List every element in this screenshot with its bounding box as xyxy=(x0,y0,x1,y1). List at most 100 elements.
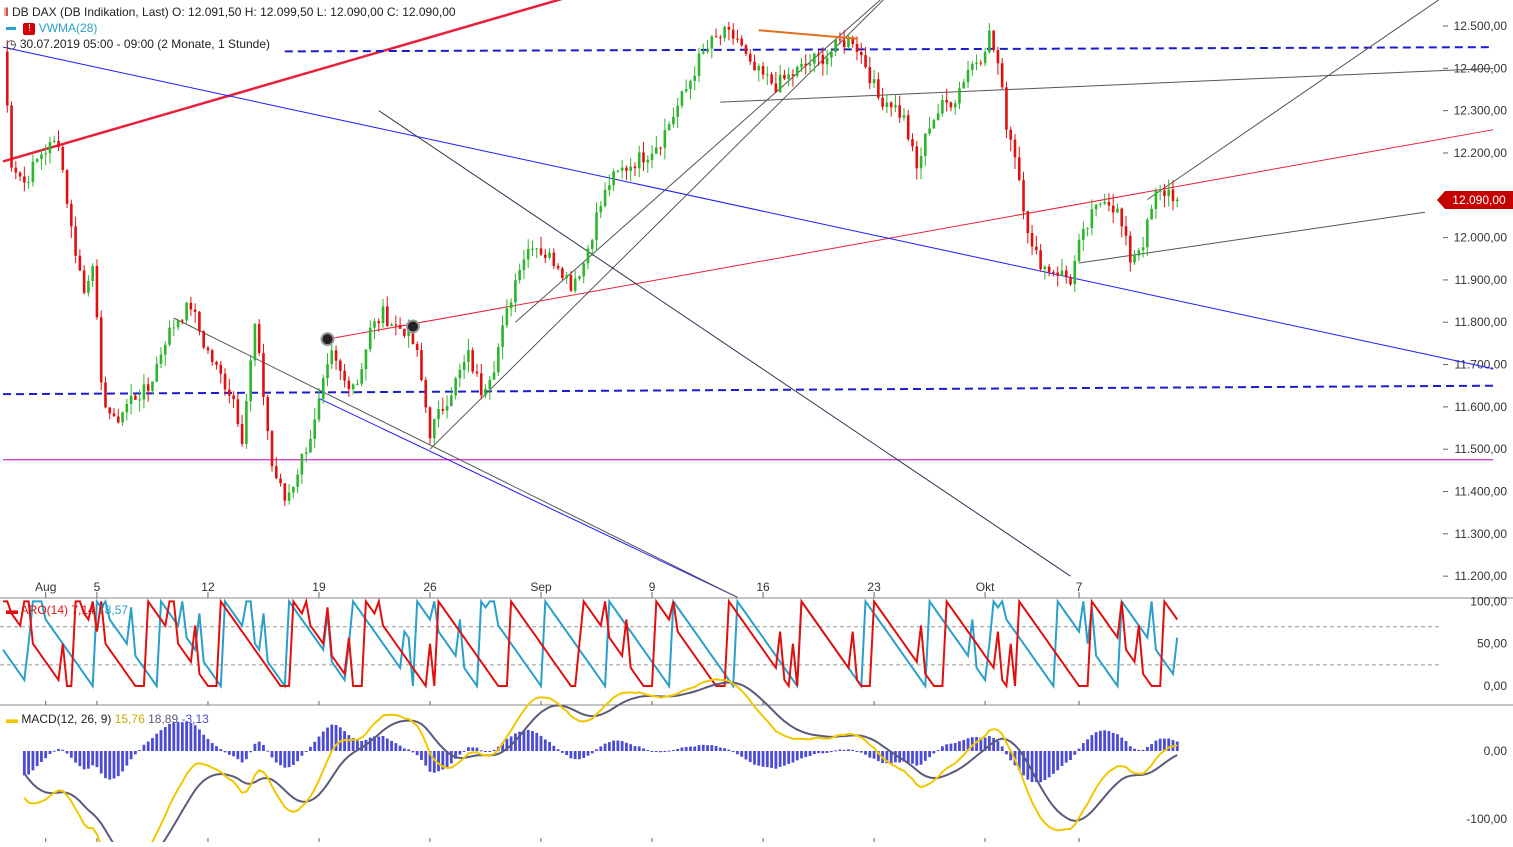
candle-body xyxy=(398,325,402,329)
macd-histogram-bar xyxy=(381,735,385,751)
candle-body xyxy=(556,266,560,269)
macd-histogram-bar xyxy=(612,740,616,751)
candle-body xyxy=(339,360,342,371)
candle-body xyxy=(181,320,184,322)
candle-body xyxy=(573,278,577,291)
macd-histogram-bar xyxy=(1073,751,1077,755)
candle-body xyxy=(488,379,492,389)
candle-body xyxy=(979,62,983,64)
macd-histogram-bar xyxy=(351,738,355,751)
macd-histogram-bar xyxy=(313,741,317,751)
macd-histogram-bar xyxy=(736,751,739,755)
macd-histogram-bar xyxy=(1056,751,1060,771)
macd-histogram-bar xyxy=(133,751,137,755)
macd-histogram-bar xyxy=(697,745,701,751)
candle-body xyxy=(962,82,966,89)
macd-histogram-bar xyxy=(1022,751,1025,776)
macd-histogram-bar xyxy=(522,730,526,751)
macd-histogram-bar xyxy=(800,751,803,759)
candle-body xyxy=(151,381,154,391)
candle-body xyxy=(915,146,919,169)
macd-histogram-bar xyxy=(906,751,910,763)
macd-histogram-bar xyxy=(360,741,364,751)
macd-histogram-bar xyxy=(753,751,756,765)
macd-value-3: -3,13 xyxy=(181,712,209,726)
y-tick-label: 11.300,00 xyxy=(1455,527,1508,541)
macd-histogram-bar xyxy=(987,736,991,751)
macd-histogram-bar xyxy=(116,751,120,777)
vwma-label[interactable]: VWMA(28) xyxy=(38,21,98,35)
candle-body xyxy=(509,302,513,309)
candle-body xyxy=(1120,208,1124,227)
macd-histogram-bar xyxy=(761,751,765,767)
candle-body xyxy=(646,159,650,163)
candle-body xyxy=(249,360,252,402)
macd-histogram-bar xyxy=(676,748,680,751)
macd-histogram-bar xyxy=(599,746,603,751)
macd-histogram-bar xyxy=(983,737,987,751)
candle-body xyxy=(847,37,850,48)
macd-histogram-bar xyxy=(142,744,146,751)
candle-body xyxy=(842,40,846,48)
candle-body xyxy=(65,169,69,204)
macd-histogram-bar xyxy=(629,744,633,751)
candle-body xyxy=(817,53,820,55)
macd-histogram-bar xyxy=(706,745,709,751)
candle-body xyxy=(535,248,539,250)
candle-body xyxy=(561,268,564,279)
candle-body xyxy=(23,176,26,183)
y-tick-label: 12.200,00 xyxy=(1454,146,1508,160)
warning-icon[interactable]: ! xyxy=(23,22,36,35)
candle-body xyxy=(1137,250,1141,256)
candle-body xyxy=(78,255,82,271)
chart-header-line2[interactable]: ! VWMA(28) xyxy=(6,21,97,35)
candle-body xyxy=(1000,63,1004,88)
macd-histogram-bar xyxy=(667,750,671,752)
candle-body xyxy=(484,388,487,396)
macd-histogram-bar xyxy=(808,751,812,756)
macd-histogram-bar xyxy=(979,737,983,751)
macd-histogram-bar xyxy=(223,751,227,753)
macd-histogram-bar xyxy=(701,744,705,751)
candle-body xyxy=(70,203,73,227)
candle-body xyxy=(672,116,675,125)
candle-body xyxy=(983,52,987,64)
macd-histogram-bar xyxy=(69,751,73,758)
macd-histogram-bar xyxy=(309,746,312,751)
macd-histogram-bar xyxy=(1163,738,1166,751)
macd-histogram-bar xyxy=(1107,731,1111,751)
macd-histogram-bar xyxy=(727,749,731,751)
candle-body xyxy=(936,113,940,121)
candle-body xyxy=(992,30,995,50)
candle-body xyxy=(911,139,914,147)
macd-histogram-bar xyxy=(1111,732,1115,751)
candle-body xyxy=(693,75,697,81)
macd-histogram-bar xyxy=(770,751,773,768)
candle-body xyxy=(450,395,453,407)
macd-histogram-bar xyxy=(163,727,167,751)
macd-histogram-bar xyxy=(740,751,744,757)
macd-histogram-bar xyxy=(744,751,748,760)
macd-histogram-bar xyxy=(168,723,171,751)
macd-histogram-bar xyxy=(334,724,338,751)
candle-body xyxy=(475,371,479,374)
macd-histogram-bar xyxy=(573,751,577,760)
macd-histogram-bar xyxy=(467,747,470,751)
macd-histogram-bar xyxy=(825,751,829,753)
candle-body xyxy=(1124,226,1128,236)
macd-histogram-bar xyxy=(74,751,77,763)
aroon-label[interactable]: ▬ ARO(14) 7,14 78,57 xyxy=(6,603,129,617)
macd-histogram-bar xyxy=(607,742,611,751)
macd-histogram-bar xyxy=(834,750,838,752)
candle-body xyxy=(791,74,795,76)
macd-histogram-bar xyxy=(99,751,103,774)
macd-histogram-bar xyxy=(637,746,641,751)
candle-body xyxy=(620,167,624,171)
macd-histogram-bar xyxy=(748,751,752,763)
trendline-gray-right-up xyxy=(1147,0,1440,200)
macd-label[interactable]: ▬ MACD(12, 26, 9) 15,76 18,89 -3,13 xyxy=(6,712,209,726)
candle-body xyxy=(945,100,948,103)
candle-body xyxy=(898,105,901,118)
macd-histogram-bar xyxy=(1137,749,1141,751)
